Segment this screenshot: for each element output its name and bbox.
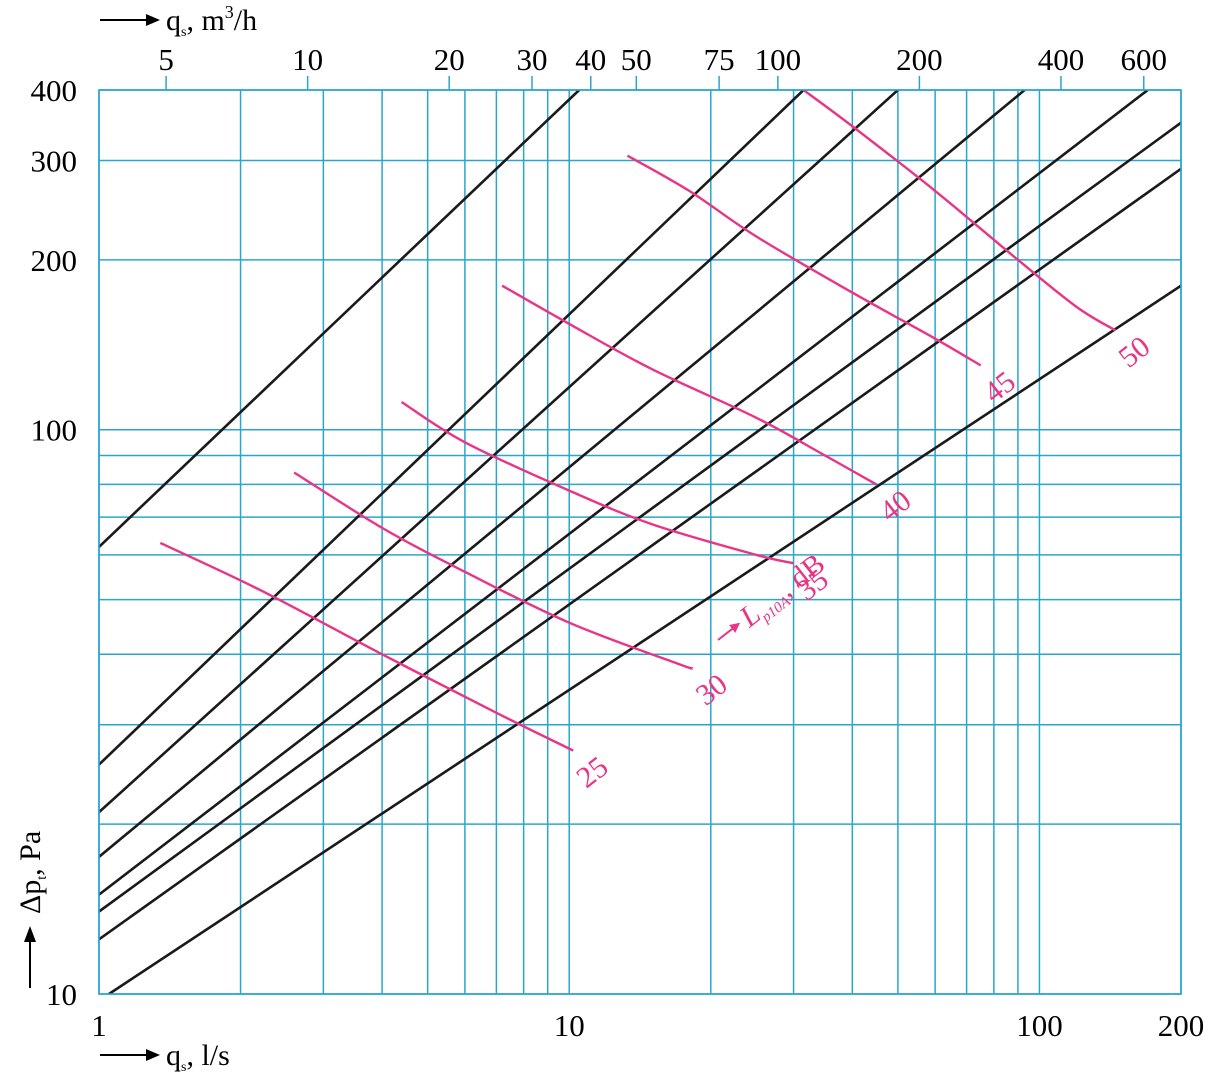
x2-label-sup: 3 [225,2,234,22]
grid [98,89,1182,995]
x2-tick-label: 50 [621,42,652,77]
x-label-sub: s [181,1060,186,1075]
black-line [99,90,1149,896]
curve-label-25: 25 [570,750,614,794]
svg-text:Δpt, Pa: Δpt, Pa [14,831,50,914]
curve-label-40: 40 [873,484,917,528]
x2-tick-label: 20 [434,42,465,77]
x-label-base: q [166,1039,181,1072]
x-tick-label: 100 [1016,1008,1063,1043]
black-line [99,121,1181,913]
black-line [99,90,899,814]
y-axis-ticks: 10 100 200 300 400 [31,73,78,1012]
x-tick-label: 200 [1158,1008,1205,1043]
x2-tick-label: 5 [158,42,174,77]
y-tick-label: 400 [31,73,78,108]
y-tick-label: 100 [31,413,78,448]
black-lines [99,90,1181,994]
x2-tick-label: 600 [1121,42,1168,77]
arrow-right-icon [100,14,160,26]
x2-tick-label: 10 [292,42,323,77]
black-line [99,90,805,766]
x-tick-label: 1 [91,1008,107,1043]
y-label-base: Δp [14,880,47,914]
x-axis-ticks: 1 10 100 200 [91,1008,1204,1043]
black-line [99,167,1181,941]
y-axis-title: Δpt, Pa [14,831,50,988]
arrow-up-icon [24,926,36,988]
y-label-unit: , Pa [14,831,47,876]
curve-30 [293,471,694,670]
curve-label-30: 30 [690,668,734,712]
curve-label-45: 45 [978,365,1022,409]
x2-tick-label: 200 [896,42,943,77]
x2-label-unit: /h [234,4,257,37]
y-label-sub: t [35,876,50,880]
svg-text:qs, m3/h: qs, m3/h [166,2,257,40]
curve-50 [802,90,1116,332]
plot-frame [98,89,1182,995]
x2-axis-ticks: 5 10 20 30 40 50 75 100 200 400 600 [158,42,1167,90]
curve-35 [400,400,794,565]
x2-axis-title: qs, m3/h [100,2,257,40]
black-line [99,90,581,548]
y-tick-label: 300 [31,143,78,178]
x2-tick-label: 30 [516,42,547,77]
x-axis-title: qs, l/s [100,1039,230,1075]
x2-tick-label: 40 [575,42,606,77]
x2-tick-label: 100 [755,42,802,77]
black-line [99,90,1026,858]
x-label-unit: , l/s [186,1039,229,1072]
x-tick-label: 10 [554,1008,585,1043]
x2-tick-label: 400 [1038,42,1085,77]
x2-tick-label: 75 [704,42,735,77]
black-line [108,284,1181,994]
arrow-right-icon [717,622,741,641]
y-tick-label: 200 [31,243,78,278]
x2-label-sub: s [181,25,186,40]
curve-25 [159,541,574,752]
arrow-right-icon [100,1049,160,1061]
y-tick-label: 10 [46,977,77,1012]
x2-label-base: q [166,4,181,37]
curves [159,90,1116,752]
svg-text:qs, l/s: qs, l/s [166,1039,230,1075]
curve-45 [626,154,982,367]
curve-label-50: 50 [1112,330,1156,374]
curve-40 [501,284,877,486]
x2-label-mid: , m [186,4,224,37]
